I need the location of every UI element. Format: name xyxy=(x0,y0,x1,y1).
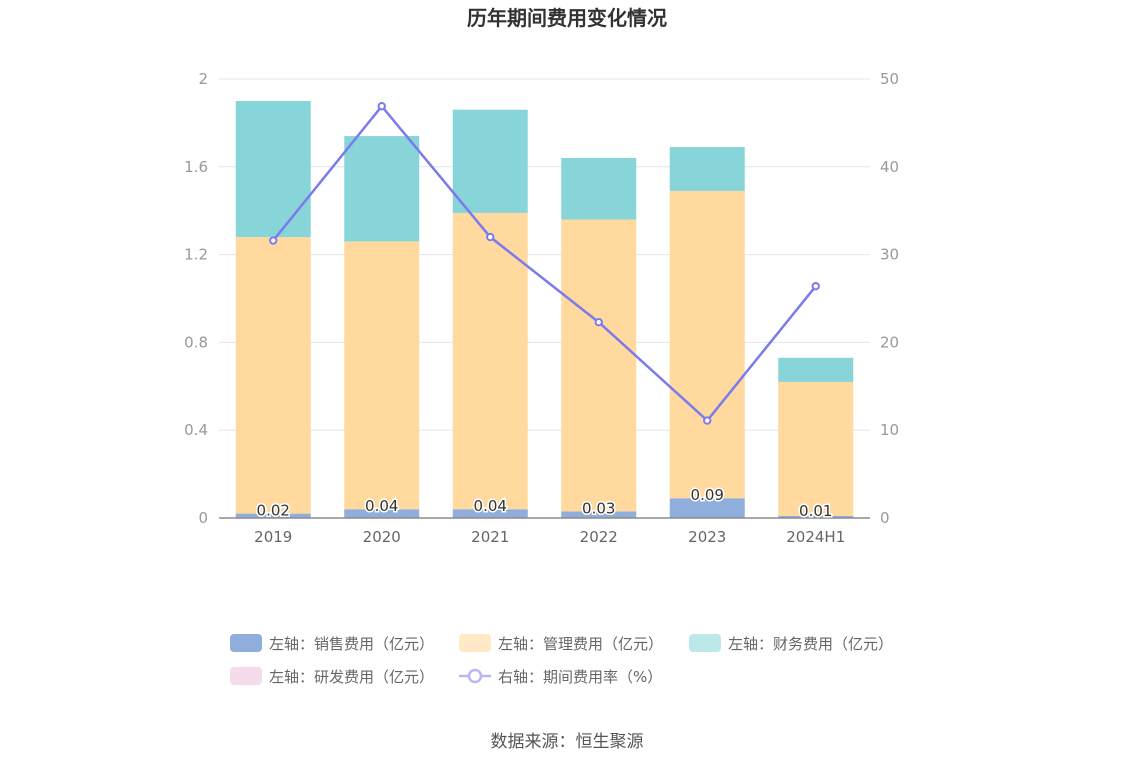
legend-label: 左轴：财务费用（亿元） xyxy=(728,635,893,653)
bar-labels: 0.02 0.04 0.04 0.03 0.09 0.01 xyxy=(255,485,834,522)
bars xyxy=(235,100,854,518)
bar-segment[interactable] xyxy=(778,357,854,382)
right-tick-label: 20 xyxy=(880,333,899,351)
bar-segment[interactable] xyxy=(344,136,420,242)
left-tick-label: 2 xyxy=(198,70,208,88)
x-tick-label: 2022 xyxy=(580,528,618,546)
left-tick-label: 1.2 xyxy=(184,246,208,264)
grid xyxy=(219,78,870,431)
legend-swatch-icon xyxy=(230,634,262,652)
legend-marker-icon xyxy=(467,668,483,684)
left-axis: 0 0.4 0.8 1.2 1.6 2 xyxy=(184,70,208,527)
legend-item[interactable]: 左轴：财务费用（亿元） xyxy=(689,634,893,653)
bar-segment[interactable] xyxy=(669,498,745,518)
left-tick-label: 0.4 xyxy=(184,421,208,439)
bar-segment[interactable] xyxy=(235,100,311,238)
right-tick-label: 0 xyxy=(880,509,890,527)
bar-segment[interactable] xyxy=(561,158,637,220)
rate-point[interactable] xyxy=(594,318,603,327)
left-tick-label: 0.8 xyxy=(184,333,208,351)
bar-segment[interactable] xyxy=(235,513,311,518)
legend-label: 右轴：期间费用率（%） xyxy=(498,668,662,686)
bar-segment[interactable] xyxy=(561,219,637,512)
x-axis: 2019 2020 2021 2022 2023 2024H1 xyxy=(254,528,845,546)
bar-data-label: 0.04 xyxy=(474,497,507,515)
chart-title: 历年期间费用变化情况 xyxy=(467,6,667,30)
bar-data-label: 0.04 xyxy=(365,497,398,515)
x-tick-label: 2021 xyxy=(471,528,509,546)
legend-label: 左轴：研发费用（亿元） xyxy=(269,668,434,686)
legend-item[interactable]: 右轴：期间费用率（%） xyxy=(459,668,662,686)
bar-segment[interactable] xyxy=(452,109,528,213)
x-tick-label: 2023 xyxy=(688,528,726,546)
right-axis: 0 10 20 30 40 50 xyxy=(880,70,899,527)
right-tick-label: 50 xyxy=(880,70,899,88)
rate-line-path xyxy=(272,104,817,423)
source-note: 数据来源：恒生聚源 xyxy=(491,732,644,752)
legend-swatch-icon xyxy=(230,667,262,685)
x-tick-label: 2020 xyxy=(363,528,401,546)
bar-segment[interactable] xyxy=(669,147,745,191)
rate-point[interactable] xyxy=(377,102,386,111)
bar-segment[interactable] xyxy=(452,509,528,518)
bar-segment[interactable] xyxy=(344,241,420,510)
legend[interactable]: 左轴：销售费用（亿元） 左轴：管理费用（亿元） 左轴：财务费用（亿元） 左轴：研发费用… xyxy=(230,634,893,686)
bar-segment[interactable] xyxy=(561,511,637,518)
bar-segment[interactable] xyxy=(344,509,420,518)
legend-swatch-icon xyxy=(689,634,721,652)
bar-segment[interactable] xyxy=(778,515,854,518)
bar-segment[interactable] xyxy=(669,190,745,499)
legend-label: 左轴：管理费用（亿元） xyxy=(498,635,663,653)
legend-item[interactable]: 左轴：销售费用（亿元） xyxy=(230,634,434,653)
rate-point[interactable] xyxy=(703,416,712,425)
bar-data-label: 0.01 xyxy=(799,502,832,520)
bar-data-label: 0.02 xyxy=(257,502,290,520)
rate-point[interactable] xyxy=(811,282,820,291)
x-tick-label: 2024H1 xyxy=(786,528,845,546)
legend-label: 左轴：销售费用（亿元） xyxy=(269,635,434,653)
left-tick-label: 1.6 xyxy=(184,158,208,176)
legend-item[interactable]: 左轴：管理费用（亿元） xyxy=(459,634,663,653)
rate-line xyxy=(269,102,820,425)
right-tick-label: 10 xyxy=(880,421,899,439)
x-tick-label: 2019 xyxy=(254,528,292,546)
rate-point[interactable] xyxy=(269,236,278,245)
rate-point[interactable] xyxy=(486,232,495,242)
bar-segment[interactable] xyxy=(452,212,528,510)
left-tick-label: 0 xyxy=(198,509,208,527)
legend-swatch-icon xyxy=(459,634,491,652)
bar-segment[interactable] xyxy=(235,237,311,514)
bar-data-label: 0.03 xyxy=(582,499,615,517)
legend-item[interactable]: 左轴：研发费用（亿元） xyxy=(230,667,434,686)
bar-segment[interactable] xyxy=(778,381,854,516)
right-tick-label: 40 xyxy=(880,158,899,176)
bar-data-label: 0.09 xyxy=(691,486,724,504)
right-tick-label: 30 xyxy=(880,246,899,264)
